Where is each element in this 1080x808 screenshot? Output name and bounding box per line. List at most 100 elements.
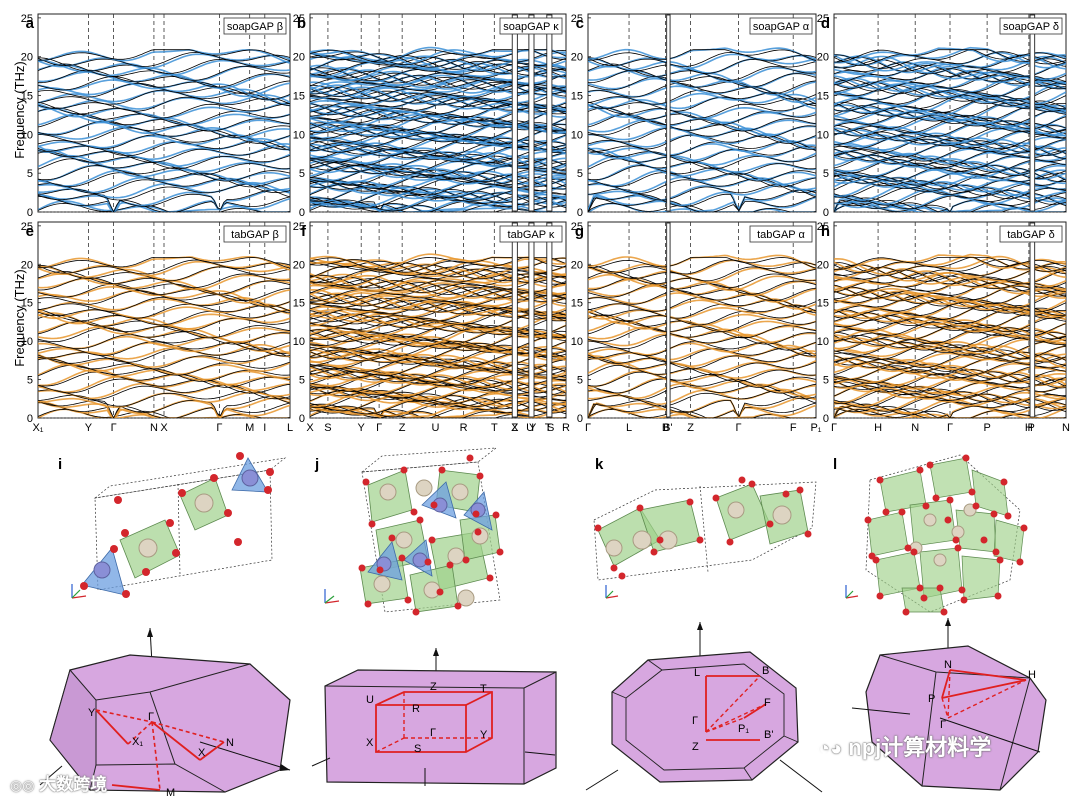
reference-band <box>310 190 566 206</box>
reference-band <box>310 280 566 295</box>
model-tag-h: tabGAP δ <box>1007 229 1055 241</box>
kpath-label: P₁ <box>810 422 821 434</box>
reference-band <box>588 120 816 138</box>
model-band <box>588 333 816 350</box>
band-panel-b: b soapGAP κ 0 5 10 15 20 25 <box>293 13 567 219</box>
reference-band <box>834 162 1066 180</box>
reference-band <box>310 364 566 380</box>
bz-beta-label-5: M <box>166 787 175 799</box>
brillouin-zone-kappa: Z T U R Γ X S Y <box>311 648 557 786</box>
reference-band <box>310 159 566 177</box>
model-tag-box <box>223 17 287 35</box>
reference-band <box>834 305 1066 322</box>
panel-label-h: h <box>821 223 830 240</box>
y-tick-label: 5 <box>823 168 829 180</box>
reference-band <box>834 88 1066 106</box>
path-gap <box>528 222 535 418</box>
panel-label-k: k <box>595 456 604 473</box>
model-band <box>310 169 566 187</box>
reference-band <box>834 186 1066 203</box>
model-tag-box <box>999 17 1063 35</box>
brillouin-zone-delta: N H P Γ <box>851 618 1047 791</box>
bz-kappa-label-7: Y <box>480 729 488 741</box>
reference-band <box>834 405 1066 418</box>
reference-band <box>310 140 566 158</box>
reference-band <box>310 266 566 284</box>
model-band <box>310 157 566 175</box>
model-band <box>588 193 816 212</box>
reference-band <box>38 57 290 74</box>
model-band <box>310 348 566 366</box>
model-band <box>38 296 290 315</box>
reference-band <box>834 111 1066 130</box>
reference-band <box>834 265 1066 282</box>
model-band <box>38 401 290 418</box>
model-band <box>588 266 816 284</box>
path-gap <box>528 14 535 212</box>
band-panel-a: a soapGAP β 0 5 10 15 20 25 <box>21 13 291 219</box>
y-tick-label: 5 <box>577 168 583 180</box>
reference-band <box>588 165 816 182</box>
band-panel-g: g tabGAP α 0 5 10 15 20 25 Γ L BB' Z Γ F P₁ <box>571 221 822 434</box>
structure-panel-k: k <box>593 456 817 599</box>
model-band <box>310 176 566 194</box>
model-band <box>310 360 566 378</box>
reference-band <box>834 114 1066 133</box>
watermark-right-text: npj计算材料学 <box>848 735 992 760</box>
model-band <box>588 93 816 110</box>
model-band <box>38 375 290 393</box>
model-tag-box <box>749 17 813 35</box>
reference-band <box>310 405 566 418</box>
path-gap <box>511 222 518 418</box>
reference-band <box>834 62 1066 77</box>
model-band <box>834 319 1066 339</box>
model-band <box>588 119 816 137</box>
y-tick-label: 0 <box>299 207 305 219</box>
band-panel-d: d soapGAP δ 0 5 10 15 20 25 <box>817 13 1067 219</box>
reference-band <box>588 172 816 188</box>
reference-band <box>834 341 1066 360</box>
reference-band <box>834 125 1066 142</box>
reference-band <box>834 321 1066 340</box>
reference-band <box>38 51 290 67</box>
y-tick-label: 10 <box>293 336 305 348</box>
reference-band <box>310 199 566 212</box>
reference-band <box>310 385 566 402</box>
band-panel-e: e tabGAP β 0 5 10 15 20 25 X₁ Y Γ N X Γ M I L <box>21 221 293 434</box>
y-tick-label: 25 <box>571 221 583 233</box>
bz-delta-label-1: H <box>1028 669 1036 681</box>
model-band <box>588 344 816 361</box>
reference-band <box>310 366 566 383</box>
reference-band <box>38 127 290 144</box>
model-tag-box <box>223 225 287 243</box>
model-band <box>834 353 1066 371</box>
bz-delta-label-0: N <box>944 659 952 671</box>
reference-band <box>310 81 566 100</box>
y-tick-label: 10 <box>571 336 583 348</box>
reference-band <box>310 63 566 81</box>
model-band <box>588 259 816 276</box>
model-band <box>310 46 566 65</box>
model-band <box>834 163 1066 181</box>
reference-band <box>310 90 566 106</box>
reference-band <box>834 258 1066 277</box>
reference-band <box>38 140 290 157</box>
path-gap <box>546 222 553 418</box>
model-band <box>834 307 1066 327</box>
model-band <box>310 87 566 106</box>
reference-band <box>38 334 290 351</box>
reference-band <box>588 308 816 326</box>
reference-band <box>834 49 1066 63</box>
model-band <box>588 106 816 124</box>
model-tag-box <box>749 225 813 243</box>
y-tick-label: 5 <box>27 375 33 387</box>
reference-band <box>834 361 1066 380</box>
model-tag-e: tabGAP β <box>231 229 279 241</box>
model-band <box>588 140 816 156</box>
reference-band <box>834 379 1066 396</box>
y-tick-label: 15 <box>571 91 583 103</box>
reference-band <box>38 283 290 302</box>
kpath-label: Z <box>511 422 518 434</box>
reference-band <box>38 378 290 394</box>
reference-band <box>588 69 816 88</box>
